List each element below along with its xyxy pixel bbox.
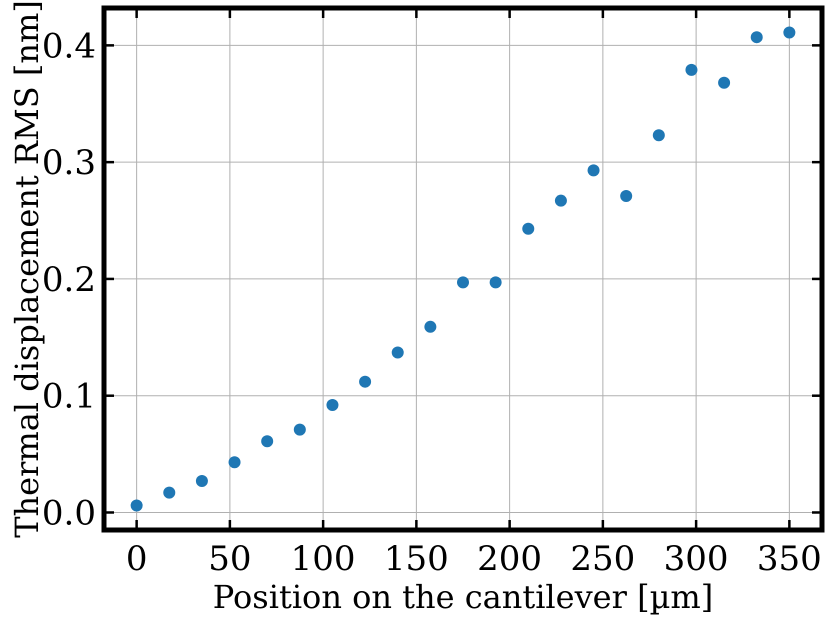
grid	[104, 8, 822, 530]
data-points	[130, 26, 796, 512]
data-point-5	[293, 423, 306, 436]
data-point-6	[326, 399, 339, 412]
x-tick-label-4: 200	[477, 539, 542, 579]
x-tick-label-0: 0	[126, 539, 148, 579]
y-tick-label-3: 0.3	[42, 143, 96, 183]
y-axis-label: Thermal displacement RMS [nm]	[8, 0, 46, 538]
data-point-15	[620, 190, 633, 203]
data-point-16	[652, 129, 665, 142]
y-tick-labels: 0.0 0.1 0.2 0.3 0.4	[42, 26, 96, 533]
data-point-10	[457, 276, 469, 289]
data-point-11	[489, 276, 502, 289]
x-tick-label-5: 250	[570, 539, 635, 579]
x-tick-labels: 0 50 100 150 200 250 300 350	[126, 539, 822, 579]
data-point-1	[163, 486, 176, 499]
x-tick-label-2: 100	[291, 539, 356, 579]
y-tick-label-4: 0.4	[42, 26, 96, 66]
y-tick-label-2: 0.2	[42, 260, 96, 300]
x-tick-label-6: 300	[664, 539, 729, 579]
data-point-13	[554, 194, 567, 207]
data-point-4	[261, 435, 274, 448]
data-point-0	[130, 499, 143, 512]
data-point-20	[783, 26, 796, 39]
data-point-3	[228, 456, 241, 469]
data-point-14	[587, 164, 600, 177]
data-point-12	[522, 222, 535, 235]
data-point-17	[685, 63, 698, 76]
data-point-18	[718, 76, 731, 89]
data-point-19	[750, 31, 763, 44]
plot-frame	[101, 5, 825, 533]
y-tick-label-1: 0.1	[42, 377, 96, 417]
x-tick-label-3: 150	[384, 539, 449, 579]
data-point-9	[424, 320, 437, 333]
x-tick-label-7: 350	[757, 539, 822, 579]
data-point-2	[195, 474, 208, 487]
axis-ticks	[104, 8, 822, 530]
x-tick-label-1: 50	[208, 539, 251, 579]
data-point-8	[391, 346, 404, 359]
data-point-7	[359, 375, 372, 388]
y-tick-label-0: 0.0	[42, 493, 96, 533]
x-axis-label: Position on the cantilever [µm]	[213, 578, 713, 616]
